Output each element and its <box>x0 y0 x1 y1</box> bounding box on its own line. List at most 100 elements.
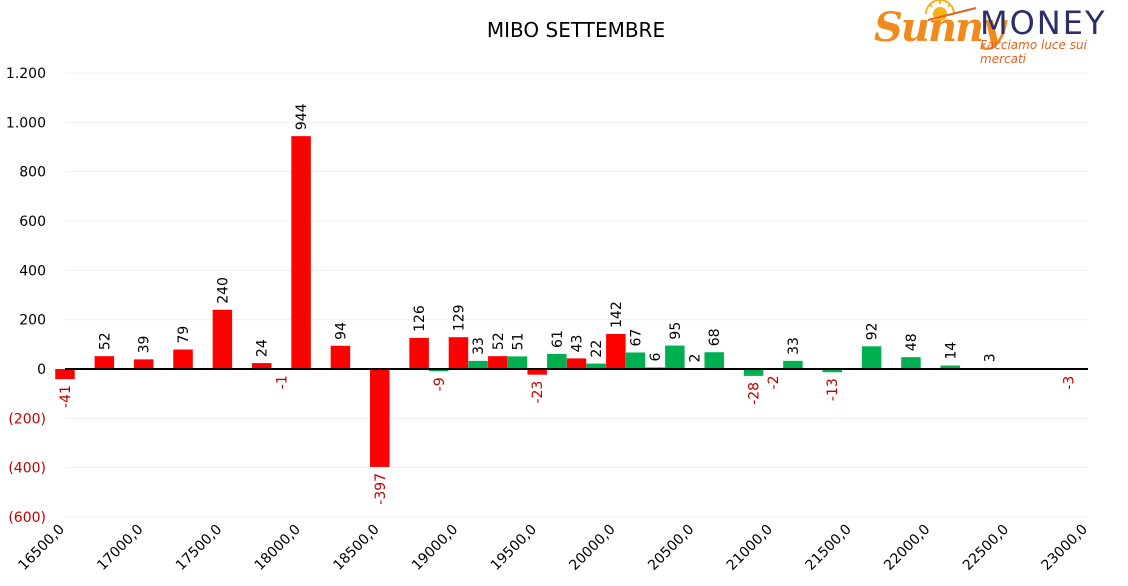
x-tick-label: 18500,0 <box>330 522 382 574</box>
x-tick-label: 22500,0 <box>960 522 1012 574</box>
data-label: -23 <box>530 381 546 404</box>
data-label: 129 <box>451 304 467 331</box>
data-label: 94 <box>333 322 349 340</box>
bar <box>507 356 528 369</box>
x-tick-label: 17500,0 <box>173 522 225 574</box>
x-axis-ticks: 16500,0 17000,0 17500,0 18000,0 18500,0 19000… <box>16 522 1091 574</box>
bar <box>566 358 587 369</box>
bar <box>704 352 724 369</box>
x-tick-label: 22000,0 <box>881 522 933 574</box>
bar <box>901 357 921 369</box>
logo-script-text: Sunny <box>874 4 1005 51</box>
y-tick-label: 1.200 <box>6 66 46 82</box>
data-label: -1 <box>274 375 290 389</box>
bar <box>429 369 449 372</box>
bar <box>291 136 311 369</box>
bar <box>488 356 508 369</box>
y-tick-label: (200) <box>8 411 46 427</box>
data-label: 95 <box>668 322 684 340</box>
bar <box>665 345 685 369</box>
data-label: 240 <box>215 277 231 304</box>
data-label: -9 <box>432 377 448 391</box>
y-tick-label: 600 <box>19 214 46 230</box>
y-tick-label: 200 <box>19 313 46 329</box>
bar <box>133 359 154 369</box>
x-tick-label: 17000,0 <box>94 522 146 574</box>
x-tick-label: 23000,0 <box>1039 522 1091 574</box>
bar <box>861 346 882 369</box>
data-label: 48 <box>904 333 920 351</box>
bar <box>370 369 390 467</box>
data-label: 39 <box>137 336 153 354</box>
data-label: 61 <box>550 330 566 348</box>
data-label: 79 <box>176 326 192 344</box>
bar <box>55 369 75 380</box>
sunny-money-logo <box>868 0 1128 56</box>
bar <box>547 353 567 369</box>
x-tick-label: 21000,0 <box>724 522 776 574</box>
bar <box>743 369 764 376</box>
data-label: 22 <box>589 340 605 358</box>
bar <box>468 360 488 369</box>
data-label: -3 <box>1061 376 1077 390</box>
bar <box>330 345 351 369</box>
data-label: 14 <box>943 342 959 360</box>
data-label: 52 <box>97 332 113 350</box>
bar <box>940 365 961 369</box>
x-tick-label: 19000,0 <box>409 522 461 574</box>
data-label: 3 <box>983 353 999 362</box>
data-label: 51 <box>510 333 526 351</box>
data-label: 68 <box>707 328 723 346</box>
x-tick-label: 21500,0 <box>802 522 854 574</box>
bar <box>625 352 646 369</box>
chart-title: MIBO SETTEMBRE <box>487 18 665 42</box>
x-tick-label: 18000,0 <box>252 522 304 574</box>
bar <box>173 349 193 369</box>
bar <box>212 309 233 369</box>
data-label: 33 <box>471 337 487 355</box>
x-tick-label: 16500,0 <box>16 522 68 574</box>
data-label: 43 <box>570 335 586 353</box>
y-tick-label: 400 <box>19 263 46 279</box>
bar <box>783 360 803 369</box>
sun-icon <box>925 0 977 21</box>
y-tick-label: 800 <box>19 165 46 181</box>
data-label: -13 <box>825 378 841 401</box>
data-label: -397 <box>373 473 389 505</box>
bar <box>606 333 626 369</box>
data-label: 126 <box>412 305 428 332</box>
bar <box>822 369 842 373</box>
data-label: 67 <box>629 329 645 347</box>
y-axis-ticks: 1.200 1.000 800 600 400 200 0 (200) (400) (600) <box>6 66 46 526</box>
x-tick-label: 19500,0 <box>488 522 540 574</box>
bars <box>55 136 1079 467</box>
data-label: 944 <box>294 103 310 130</box>
gridlines <box>65 72 1088 518</box>
data-label: 33 <box>786 337 802 355</box>
x-tick-label: 20500,0 <box>645 522 697 574</box>
data-label: 142 <box>609 301 625 328</box>
data-label: -41 <box>58 385 74 408</box>
y-tick-label: (400) <box>8 461 46 477</box>
bar <box>527 369 547 375</box>
data-label: 6 <box>648 353 664 362</box>
y-tick-label: 0 <box>37 362 46 378</box>
data-label: 24 <box>255 339 271 357</box>
bar <box>251 363 272 369</box>
bar <box>409 337 429 369</box>
logo-tagline: Facciamo luce sui mercati <box>980 38 1087 66</box>
x-tick-label: 20000,0 <box>566 522 618 574</box>
y-tick-label: (600) <box>8 510 46 526</box>
logo-wordmark: MONEY <box>980 4 1107 42</box>
bar <box>586 363 606 369</box>
data-label: 92 <box>865 322 881 340</box>
data-label: 52 <box>491 332 507 350</box>
data-label: -28 <box>747 382 763 405</box>
bar <box>448 337 469 369</box>
data-label: -2 <box>766 375 782 389</box>
data-label: 2 <box>688 354 704 363</box>
y-tick-label: 1.000 <box>6 115 46 131</box>
bar <box>94 356 115 369</box>
